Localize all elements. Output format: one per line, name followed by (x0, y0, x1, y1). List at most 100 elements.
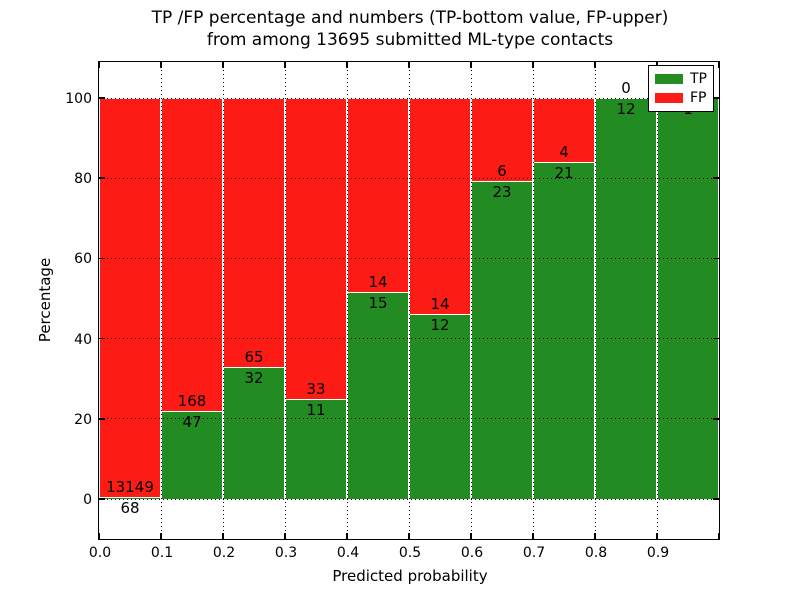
bar-tp-segment (471, 180, 533, 499)
x-tick-label: 0.2 (212, 545, 236, 561)
h-gridline (99, 97, 719, 99)
bar-fp-segment (223, 98, 285, 367)
legend-label-fp: FP (690, 90, 707, 106)
bar-fp-count-label: 13149 (106, 477, 154, 496)
x-tick (222, 533, 224, 539)
bar-fp-count-label: 33 (306, 379, 326, 398)
bar-fp-segment (161, 98, 223, 412)
bar-tp-segment (595, 98, 657, 499)
h-gridline (99, 338, 719, 340)
x-tick-label: 0.4 (336, 545, 360, 561)
bar-tp-count-label: 11 (306, 400, 326, 419)
bar-fp-segment (347, 98, 409, 292)
v-gridline (594, 62, 596, 539)
y-tick-label: 100 (65, 91, 92, 107)
x-tick-label: 0.7 (522, 545, 546, 561)
x-tick (594, 533, 596, 539)
bar-tp-segment (409, 313, 471, 499)
legend-item-tp: TP (655, 72, 707, 86)
legend-label-tp: TP (690, 71, 707, 87)
bar-fp-count-label: 4 (559, 143, 569, 162)
x-tick (284, 533, 286, 539)
y-tick (713, 498, 719, 500)
x-tick (532, 62, 534, 68)
v-gridline (532, 62, 534, 539)
y-tick-label: 40 (74, 331, 92, 348)
bar-tp-count-label: 21 (554, 164, 574, 183)
x-tick (470, 533, 472, 539)
y-tick (99, 498, 105, 500)
bar-fp-segment (409, 98, 471, 314)
x-tick-label: 0.9 (646, 545, 670, 561)
x-tick (346, 62, 348, 68)
chart-title-line1: TP /FP percentage and numbers (TP-bottom… (151, 8, 669, 28)
x-tick-label: 0.3 (274, 545, 298, 561)
h-gridline (99, 498, 719, 500)
bar-fp-segment (471, 98, 533, 181)
y-tick (99, 337, 105, 340)
bar-tp-segment (657, 98, 719, 499)
x-tick-label: 0.6 (460, 545, 484, 561)
chart-title: TP /FP percentage and numbers (TP-bottom… (20, 7, 800, 51)
h-gridline (99, 418, 719, 420)
v-gridline (346, 62, 348, 539)
x-tick-label: 0.1 (150, 545, 174, 561)
bar-fp-count-label: 0 (621, 79, 631, 97)
x-tick (718, 62, 720, 68)
x-tick (160, 62, 162, 68)
x-tick (284, 62, 286, 68)
h-gridline (99, 177, 719, 179)
y-tick (713, 257, 719, 260)
bar-fp-count-label: 65 (244, 347, 264, 366)
y-tick-label: 20 (74, 411, 92, 428)
bar-fp-segment (533, 98, 595, 163)
x-tick (160, 533, 162, 539)
x-tick (718, 533, 720, 539)
h-gridline (99, 257, 719, 259)
y-tick (99, 97, 105, 99)
bar-tp-count-label: 15 (368, 293, 388, 312)
x-tick (532, 533, 534, 539)
bar-fp-count-label: 168 (177, 392, 207, 411)
bar-tp-count-label: 32 (244, 368, 264, 387)
bar-tp-count-label: 12 (616, 100, 636, 118)
v-gridline (222, 62, 224, 539)
bar-tp-segment (533, 162, 595, 499)
y-tick (713, 97, 719, 99)
x-tick (222, 62, 224, 68)
y-tick (99, 257, 105, 260)
y-tick (99, 418, 105, 420)
v-gridline (284, 62, 286, 539)
bar-fp-segment (99, 98, 161, 497)
x-tick-label: 0.5 (398, 545, 422, 561)
bar-tp-count-label: 12 (430, 315, 450, 334)
x-tick (594, 62, 596, 68)
bar-tp-segment (285, 398, 347, 499)
chart-title-line2: from among 13695 submitted ML-type conta… (206, 30, 614, 50)
y-tick (713, 337, 719, 340)
v-gridline (656, 62, 658, 539)
bar-fp-segment (285, 98, 347, 399)
x-axis-label: Predicted probability (332, 567, 488, 585)
y-axis-label: Percentage (36, 257, 54, 343)
x-tick (408, 533, 410, 539)
legend-swatch-fp-icon (655, 93, 683, 103)
bar-fp-count-label: 14 (368, 272, 388, 291)
x-tick (470, 62, 472, 68)
v-gridline (408, 62, 410, 539)
legend-item-fp: FP (655, 91, 707, 105)
y-tick-label: 60 (74, 251, 92, 268)
x-tick (98, 533, 100, 539)
y-tick-label: 0 (83, 492, 92, 508)
legend: TP FP (648, 65, 714, 112)
legend-swatch-tp-icon (655, 74, 683, 84)
y-tick-label: 80 (74, 171, 92, 188)
x-tick (408, 62, 410, 68)
v-gridline (470, 62, 472, 539)
x-tick (98, 62, 100, 68)
bar-tp-count-label: 47 (182, 413, 202, 432)
plot-area: TP FP 13149 68 168 47 65 32 33 11 14 15 14 12 6 23 4 21… (98, 61, 720, 540)
x-tick (346, 533, 348, 539)
bar-fp-count-label: 6 (497, 161, 507, 180)
